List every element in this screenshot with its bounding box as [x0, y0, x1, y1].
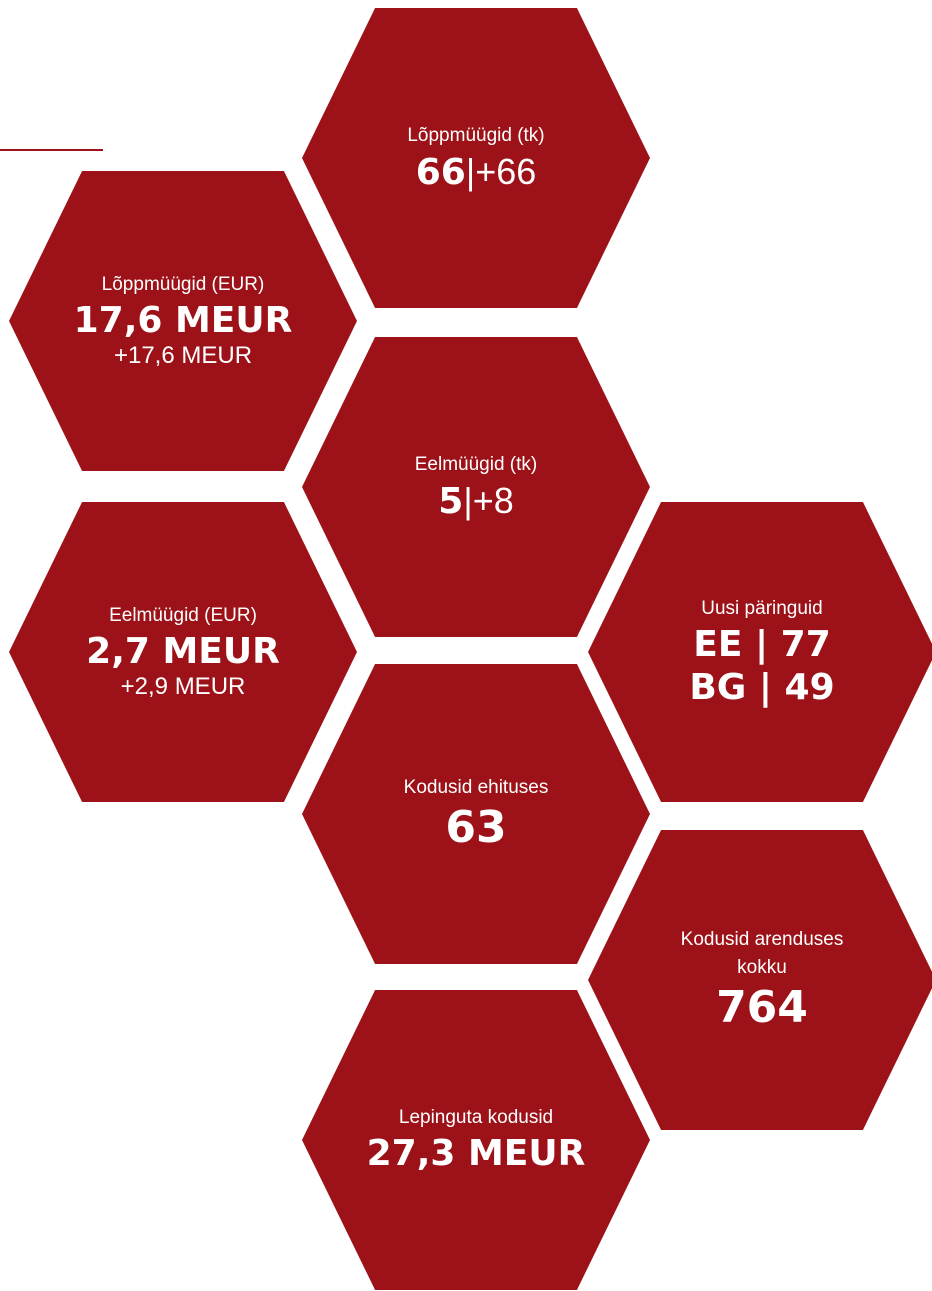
- hexagon: Lõppmüügid (EUR) 17,6 MEUR +17,6 MEUR: [9, 171, 357, 471]
- hex-value: |: [463, 479, 473, 521]
- hex-label: Kodusid ehituses: [403, 776, 549, 798]
- hex-value-line: 63: [445, 802, 506, 855]
- hex-value: +66: [475, 150, 537, 192]
- hex-value-line: BG | 49: [689, 666, 834, 709]
- hex-value: +17,6 MEUR: [113, 342, 253, 370]
- hex-value: 2,7 MEUR: [86, 631, 280, 672]
- hex-label: Eelmüügid (tk): [414, 453, 538, 475]
- hex-value: +2,9 MEUR: [120, 673, 246, 701]
- hexagon: Lõppmüügid (tk) 66|+66: [302, 8, 650, 308]
- hex-value: |: [465, 150, 476, 192]
- hexagon: Kodusid ehituses 63: [302, 664, 650, 964]
- hex-value: 5: [438, 480, 464, 522]
- hex-value: 764: [716, 981, 808, 1033]
- hex-value-line: 66|+66: [416, 150, 537, 194]
- hex-label: Lepinguta kodusid: [398, 1107, 554, 1129]
- hex-value: 17,6 MEUR: [73, 300, 293, 341]
- hex-value: 63: [445, 801, 507, 853]
- hex-value: 27,3 MEUR: [366, 1133, 586, 1175]
- hex-value: EE | 77: [693, 623, 831, 665]
- hex-label: Eelmüügid (EUR): [109, 605, 257, 626]
- hex-label: Kodusid arenduses: [680, 928, 844, 950]
- accent-rule: [0, 149, 103, 151]
- hex-value-line: 17,6 MEUR: [74, 299, 293, 342]
- hex-value-line: +17,6 MEUR: [114, 342, 252, 371]
- hexagon: Uusi päringuid EE | 77 BG | 49: [588, 502, 932, 802]
- hex-value-line: 27,3 MEUR: [367, 1132, 586, 1175]
- hexagon: Lepinguta kodusid 27,3 MEUR: [302, 990, 650, 1290]
- hexagon: Eelmüügid (EUR) 2,7 MEUR +2,9 MEUR: [9, 502, 357, 802]
- hex-value: 66: [415, 151, 466, 193]
- hex-value-line: EE | 77: [693, 623, 831, 666]
- hex-value-line: +2,9 MEUR: [121, 673, 246, 702]
- hex-value-line: 2,7 MEUR: [86, 630, 280, 673]
- hex-value: +8: [472, 479, 514, 521]
- hex-value: BG | 49: [689, 667, 835, 708]
- hex-label: Lõppmüügid (EUR): [101, 274, 265, 295]
- hex-label: Uusi päringuid: [701, 597, 823, 619]
- hexagon: Eelmüügid (tk) 5|+8: [302, 337, 650, 637]
- hex-label: Lõppmüügid (tk): [407, 124, 545, 146]
- hex-value-line: 764: [716, 982, 808, 1035]
- hex-value-line: 5|+8: [438, 479, 513, 523]
- hex-label: kokku: [737, 956, 787, 978]
- hexagon: Kodusid arenduses kokku 764: [588, 830, 932, 1130]
